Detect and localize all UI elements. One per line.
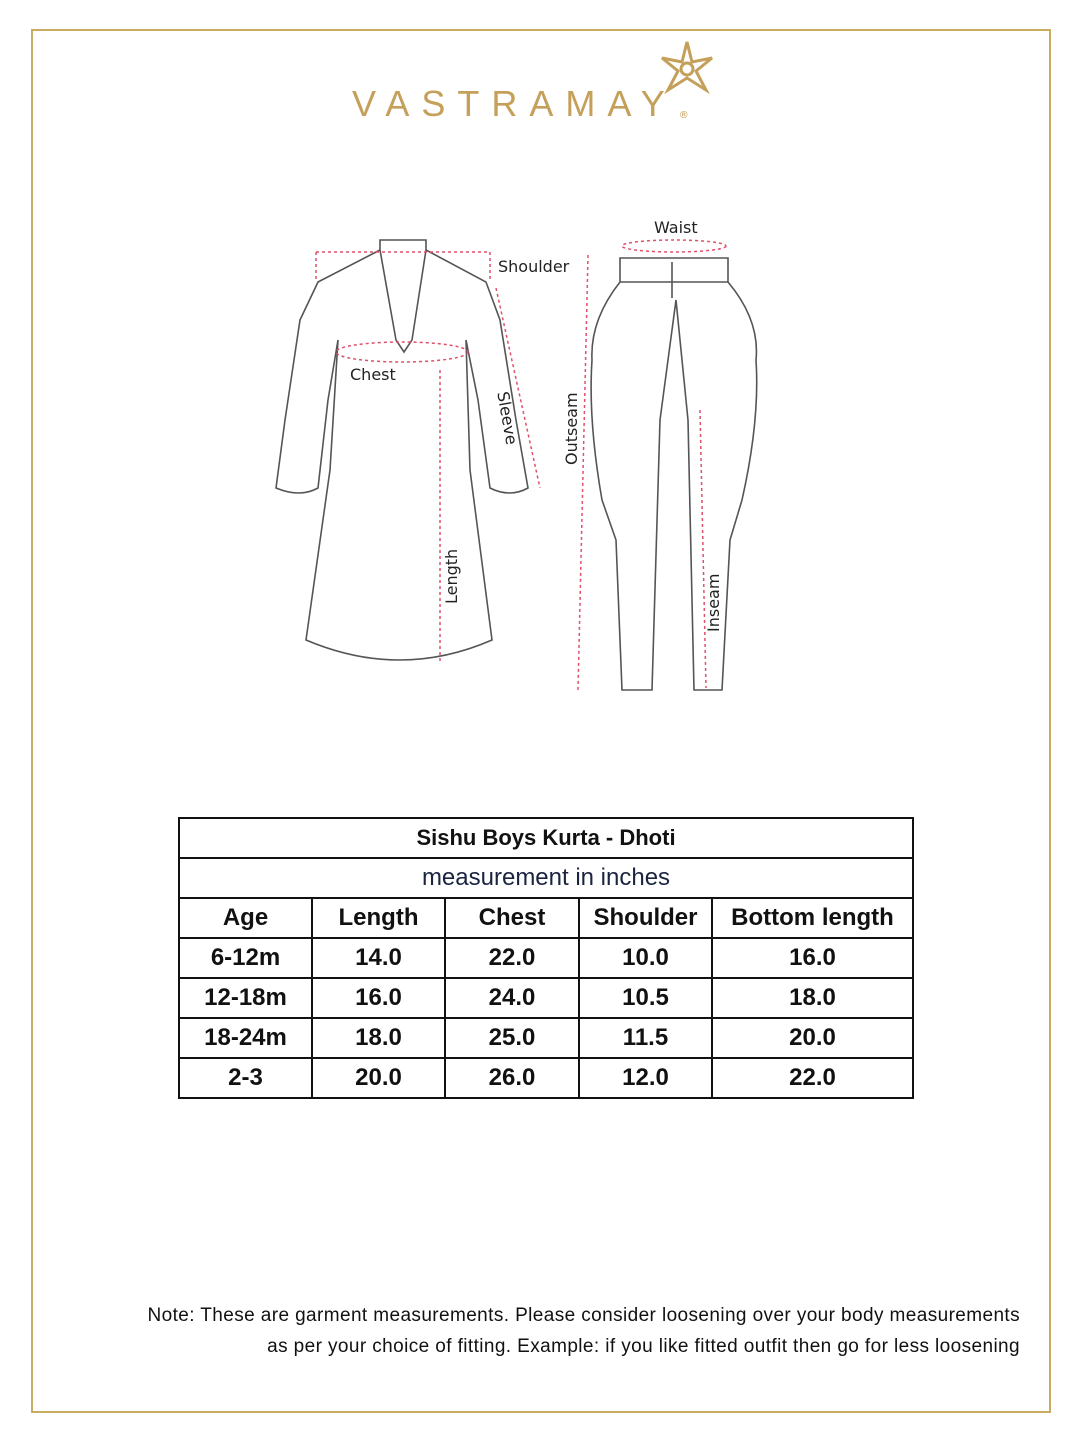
cell-chest: 22.0: [444, 937, 580, 979]
table-title: Sishu Boys Kurta - Dhoti: [178, 817, 914, 859]
header-shoulder: Shoulder: [578, 897, 713, 939]
cell-chest: 26.0: [444, 1057, 580, 1099]
chest-label: Chest: [350, 365, 396, 384]
size-chart-table: Sishu Boys Kurta - Dhoti measurement in …: [178, 817, 914, 1099]
cell-age: 2-3: [178, 1057, 313, 1099]
note-line-1: Note: These are garment measurements. Pl…: [147, 1305, 1020, 1326]
cell-shoulder: 12.0: [578, 1057, 713, 1099]
cell-age: 6-12m: [178, 937, 313, 979]
page-border: [31, 29, 1051, 1413]
cell-length: 16.0: [311, 977, 446, 1019]
length-label: Length: [442, 548, 461, 604]
brand-flower-logo: [661, 41, 713, 95]
garment-diagram: Waist Shoulder Chest Sleeve Outseam Leng…: [260, 210, 780, 710]
cell-bottom-length: 22.0: [711, 1057, 914, 1099]
brand-logo: VASTRAMAY: [352, 83, 677, 124]
brand: VASTRAMAY ®: [352, 84, 689, 124]
cell-shoulder: 10.5: [578, 977, 713, 1019]
cell-bottom-length: 18.0: [711, 977, 914, 1019]
header-bottom-length: Bottom length: [711, 897, 914, 939]
garment-drawing: [275, 239, 758, 691]
cell-chest: 24.0: [444, 977, 580, 1019]
cell-length: 20.0: [311, 1057, 446, 1099]
cell-chest: 25.0: [444, 1017, 580, 1059]
outseam-label: Outseam: [562, 392, 581, 465]
shoulder-label: Shoulder: [498, 257, 570, 276]
header-chest: Chest: [444, 897, 580, 939]
note-line-2: as per your choice of fitting. Example: …: [267, 1336, 1020, 1357]
fitting-note: Note: These are garment measurements. Pl…: [148, 1300, 1020, 1362]
table-row: 2-3 20.0 26.0 12.0 22.0: [178, 1057, 914, 1099]
cell-shoulder: 11.5: [578, 1017, 713, 1059]
table-row: 12-18m 16.0 24.0 10.5 18.0: [178, 977, 914, 1019]
waist-label: Waist: [654, 218, 698, 237]
cell-shoulder: 10.0: [578, 937, 713, 979]
cell-bottom-length: 20.0: [711, 1017, 914, 1059]
cell-length: 18.0: [311, 1017, 446, 1059]
cell-age: 12-18m: [178, 977, 313, 1019]
table-subtitle: measurement in inches: [178, 857, 914, 899]
kurta-outline: [275, 249, 529, 661]
table-header-row: Age Length Chest Shoulder Bottom length: [178, 897, 914, 939]
header-length: Length: [311, 897, 446, 939]
table-row: 6-12m 14.0 22.0 10.0 16.0: [178, 937, 914, 979]
registered-mark: ®: [678, 110, 689, 121]
table-row: 18-24m 18.0 25.0 11.5 20.0: [178, 1017, 914, 1059]
dhoti-outline: [590, 257, 758, 691]
cell-length: 14.0: [311, 937, 446, 979]
cell-bottom-length: 16.0: [711, 937, 914, 979]
inseam-label: Inseam: [704, 573, 723, 632]
cell-age: 18-24m: [178, 1017, 313, 1059]
header-age: Age: [178, 897, 313, 939]
